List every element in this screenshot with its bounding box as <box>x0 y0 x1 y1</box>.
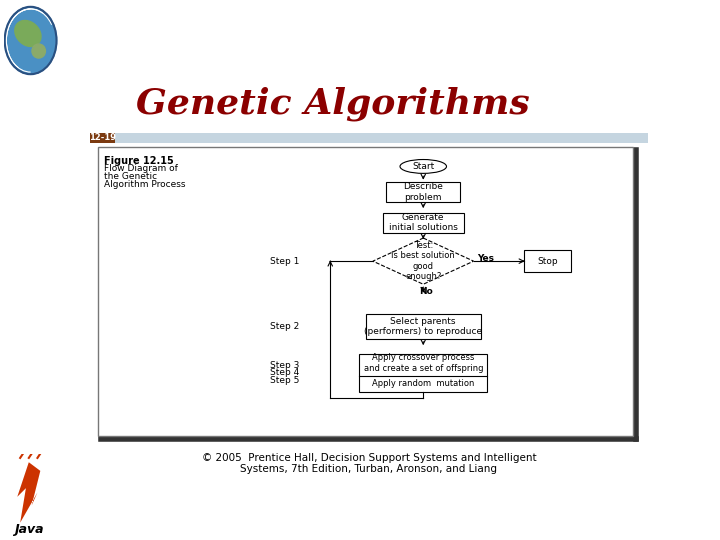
Text: Describe
problem: Describe problem <box>403 182 444 201</box>
Ellipse shape <box>15 21 41 46</box>
Bar <box>98 147 632 436</box>
Text: No: No <box>420 287 433 296</box>
Text: © 2005  Prentice Hall, Decision Support Systems and Intelligent
Systems, 7th Edi: © 2005 Prentice Hall, Decision Support S… <box>202 453 536 475</box>
Text: Start: Start <box>412 162 434 171</box>
Bar <box>90 132 114 143</box>
Bar <box>524 251 570 272</box>
Text: Genetic Algorithms: Genetic Algorithms <box>137 86 530 121</box>
Ellipse shape <box>32 44 45 58</box>
Text: 12-19: 12-19 <box>89 133 116 143</box>
Text: Test:
Is best solution
good
enough?: Test: Is best solution good enough? <box>392 241 455 281</box>
Text: Step 5: Step 5 <box>270 376 300 385</box>
Text: Step 3: Step 3 <box>270 361 300 369</box>
Text: Java: Java <box>14 523 43 536</box>
Circle shape <box>5 7 56 74</box>
Polygon shape <box>373 238 474 284</box>
Polygon shape <box>17 462 40 523</box>
Ellipse shape <box>400 159 446 173</box>
Text: Figure 12.15: Figure 12.15 <box>104 157 174 166</box>
Text: Generate
initial solutions: Generate initial solutions <box>389 213 458 232</box>
Bar <box>359 354 487 392</box>
Text: Flow Diagram of: Flow Diagram of <box>104 164 178 173</box>
Text: Stop: Stop <box>537 256 557 266</box>
Text: Apply crossover process
and create a set of offspring: Apply crossover process and create a set… <box>364 354 483 373</box>
Text: Step 1: Step 1 <box>270 256 300 266</box>
Text: Step 4: Step 4 <box>270 368 300 377</box>
Bar <box>387 182 460 202</box>
Text: Select parents
(performers) to reproduce: Select parents (performers) to reproduce <box>364 317 482 336</box>
Bar <box>366 314 481 339</box>
Bar <box>90 132 648 143</box>
Text: Algorithm Process: Algorithm Process <box>104 179 186 188</box>
Text: the Genetic: the Genetic <box>104 172 157 181</box>
Text: Step 2: Step 2 <box>270 322 300 331</box>
Text: Apply random  mutation: Apply random mutation <box>372 380 474 388</box>
Bar <box>382 213 464 233</box>
Text: Yes: Yes <box>477 254 494 262</box>
